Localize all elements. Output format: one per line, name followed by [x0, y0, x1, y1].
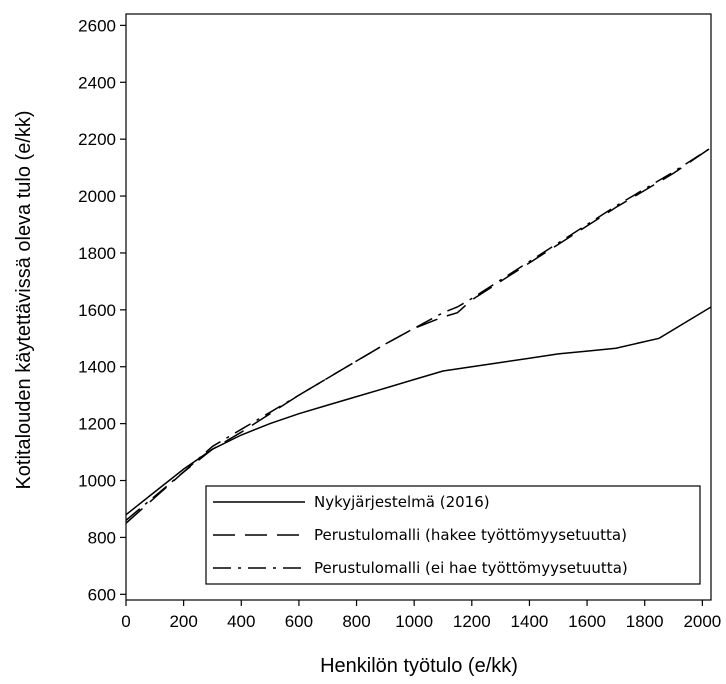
series-line-3 — [125, 147, 712, 521]
x-tick-label: 2000 — [683, 612, 721, 631]
y-tick-label: 1600 — [78, 301, 116, 320]
axes: 0 200 400 600 800 1000 1200 1400 1600 1800 2000 600… — [78, 16, 721, 631]
x-tick-label: 1400 — [511, 612, 549, 631]
y-tick-label: 1200 — [78, 415, 116, 434]
y-tick-label: 2000 — [78, 187, 116, 206]
x-tick-label: 0 — [121, 612, 130, 631]
x-tick-label: 1600 — [568, 612, 606, 631]
legend: Nykyjärjestelmä (2016) Perustulomalli (ha… — [205, 485, 701, 585]
y-tick-label: 2200 — [78, 130, 116, 149]
series-line-1 — [125, 306, 712, 516]
x-tick-label: 1200 — [453, 612, 491, 631]
x-tick-label: 200 — [169, 612, 197, 631]
y-tick-label: 2400 — [78, 73, 116, 92]
y-tick-label: 600 — [88, 585, 116, 604]
series-lines — [125, 147, 712, 524]
x-tick-label: 600 — [285, 612, 313, 631]
x-tick-label: 1800 — [626, 612, 664, 631]
x-axis-title: Henkilön työtulo (e/kk) — [320, 655, 518, 677]
series-line-2 — [125, 147, 712, 524]
y-axis-title: Kotitalouden käytettävissä oleva tulo (e… — [13, 110, 35, 489]
y-tick-label: 800 — [88, 528, 116, 547]
y-tick-label: 1000 — [78, 472, 116, 491]
y-tick-label: 1800 — [78, 244, 116, 263]
legend-label-1: Nykyjärjestelmä (2016) — [314, 493, 490, 511]
y-tick-label: 1400 — [78, 358, 116, 377]
x-tick-label: 1000 — [395, 612, 433, 631]
legend-label-2: Perustulomalli (hakee työttömyysetuutta) — [314, 526, 627, 544]
x-tick-label: 400 — [227, 612, 255, 631]
x-tick-label: 800 — [342, 612, 370, 631]
legend-label-3: Perustulomalli (ei hae työttömyysetuutta… — [314, 559, 628, 577]
y-tick-label: 2600 — [78, 16, 116, 35]
